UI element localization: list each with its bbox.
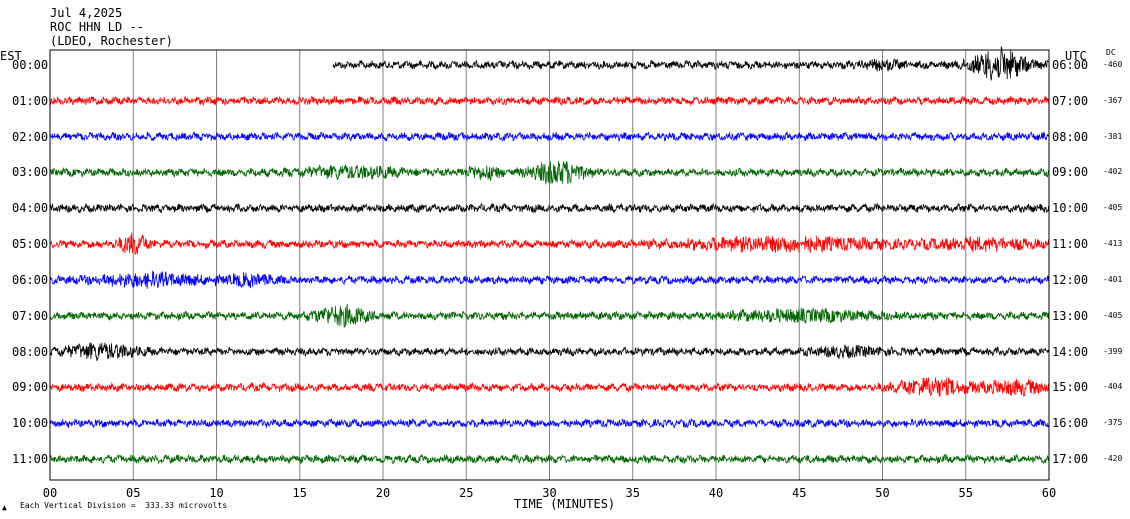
est-label: 04:00 — [12, 201, 49, 216]
utc-label: 16:00 — [1052, 416, 1089, 431]
x-tick-label: 55 — [959, 486, 973, 500]
x-tick-label: 20 — [376, 486, 390, 500]
est-label: 03:00 — [12, 165, 49, 180]
dc-value: -402 — [1103, 167, 1123, 177]
x-tick-label: 00 — [43, 486, 57, 500]
x-tick-label: 25 — [459, 486, 473, 500]
utc-label: 09:00 — [1052, 165, 1089, 180]
x-tick-label: 45 — [792, 486, 806, 500]
footer-note: Each Vertical Division = 333.33 microvol… — [20, 501, 228, 510]
plot-frame — [49, 49, 1050, 481]
trace-0400 — [49, 202, 1050, 215]
trace-0600 — [49, 270, 1050, 289]
trace-0700 — [49, 303, 1050, 328]
trace-group — [49, 45, 1050, 465]
trace-0800 — [49, 342, 1050, 361]
grid-lines — [132, 50, 967, 480]
utc-label: 07:00 — [1052, 93, 1089, 108]
utc-label: 11:00 — [1052, 237, 1089, 252]
utc-label: 15:00 — [1052, 380, 1089, 395]
header-station: ROC HHN LD -- — [50, 20, 144, 34]
dc-value: -375 — [1103, 418, 1123, 428]
x-tick-label: 35 — [626, 486, 640, 500]
utc-label: 06:00 — [1052, 57, 1089, 72]
x-tick-label: 40 — [709, 486, 723, 500]
trace-0200 — [49, 130, 1050, 143]
trace-0300 — [49, 160, 1050, 185]
trace-0900 — [49, 377, 1050, 397]
utc-label: 12:00 — [1052, 272, 1089, 287]
est-label: 05:00 — [12, 237, 49, 252]
right-axis-label: UTC — [1065, 49, 1087, 63]
trace-0000 — [332, 45, 1050, 81]
left-axis-label: EST — [0, 49, 22, 63]
x-tick-label: 50 — [875, 486, 889, 500]
utc-label: 10:00 — [1052, 201, 1089, 216]
header-network: (LDEO, Rochester) — [50, 34, 173, 48]
x-tick-label: 10 — [209, 486, 223, 500]
footer-mark: ▲ — [2, 503, 7, 512]
dc-value: -405 — [1103, 310, 1123, 320]
x-tick-label: 30 — [542, 486, 556, 500]
est-label: 00:00 — [12, 57, 49, 72]
x-tick-label: 05 — [126, 486, 140, 500]
dc-value: -401 — [1103, 274, 1123, 284]
utc-label: 13:00 — [1052, 308, 1089, 323]
trace-1000 — [49, 417, 1050, 429]
x-axis-title: TIME (MINUTES) — [514, 497, 616, 511]
est-label: 06:00 — [12, 272, 49, 287]
dc-value: -404 — [1103, 382, 1123, 392]
est-label: 08:00 — [12, 344, 49, 359]
est-label: 11:00 — [12, 452, 49, 467]
dc-label: DC — [1106, 48, 1116, 57]
utc-label: 14:00 — [1052, 344, 1089, 359]
est-label: 07:00 — [12, 308, 49, 323]
dc-value: -381 — [1103, 131, 1123, 141]
est-label: 10:00 — [12, 416, 49, 431]
est-label: 09:00 — [12, 380, 49, 395]
dc-value: -413 — [1103, 239, 1123, 249]
trace-1100 — [49, 453, 1050, 465]
x-axis-ticks: 00 05 10 15 20 25 30 35 40 45 50 55 60 — [43, 486, 1056, 500]
utc-label: 17:00 — [1052, 452, 1089, 467]
dc-value: -420 — [1103, 454, 1123, 464]
header-date: Jul 4,2025 — [50, 6, 123, 20]
utc-label: 08:00 — [1052, 129, 1089, 144]
dc-value: -460 — [1103, 59, 1123, 69]
dc-value: -405 — [1103, 203, 1123, 213]
x-tick-label: 15 — [293, 486, 307, 500]
dc-value: -399 — [1103, 346, 1123, 356]
est-label: 02:00 — [12, 129, 49, 144]
trace-0100 — [49, 95, 1050, 107]
x-tick-label: 60 — [1042, 486, 1056, 500]
est-label: 01:00 — [12, 93, 49, 108]
trace-0500 — [49, 232, 1050, 255]
dc-value: -367 — [1103, 95, 1123, 105]
